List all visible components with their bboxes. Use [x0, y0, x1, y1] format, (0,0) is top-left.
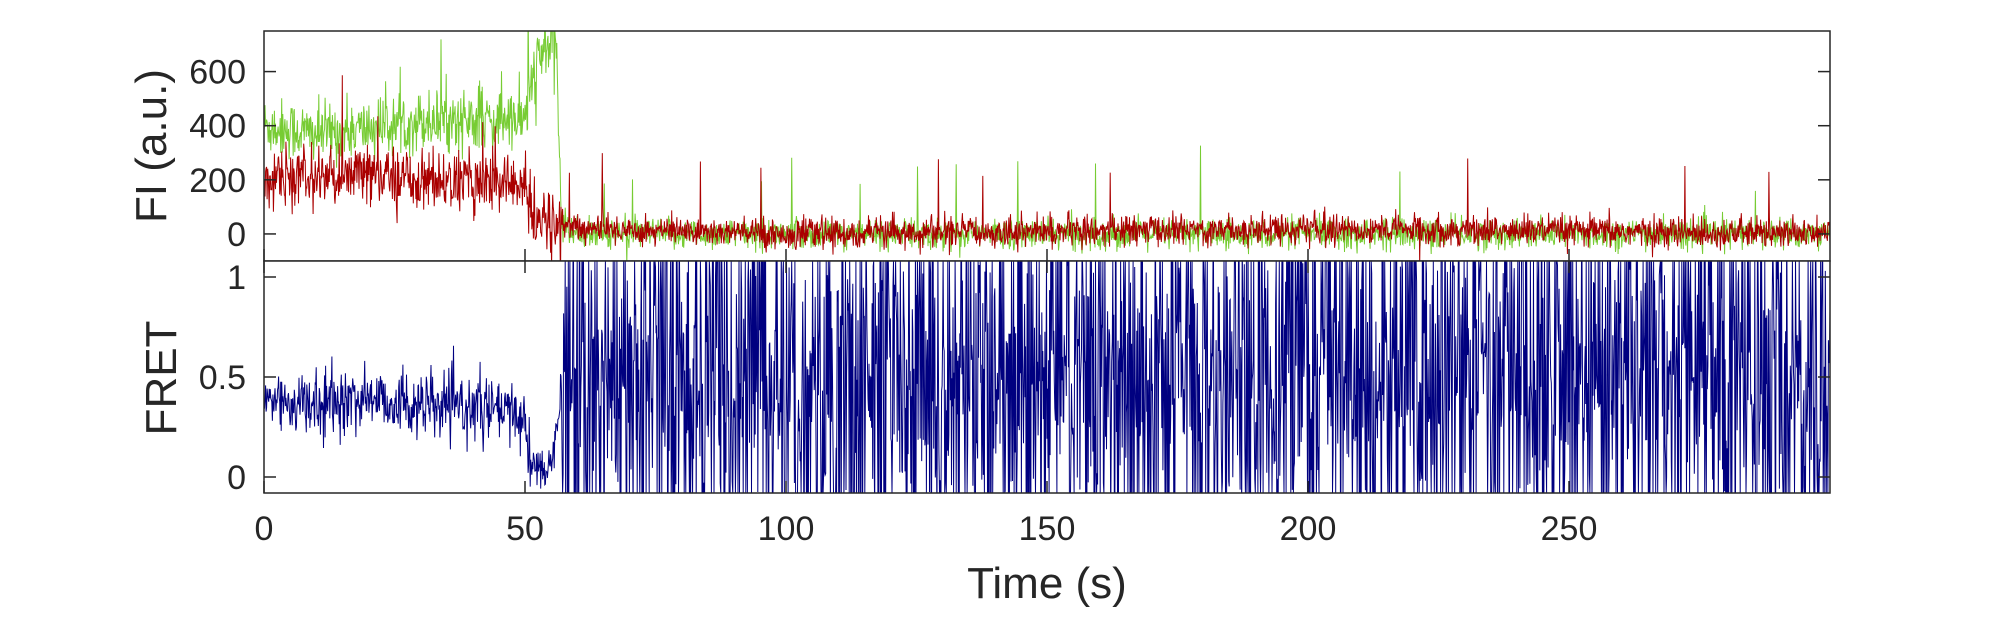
fluorescence-panel: 0 200 400 600 FI (a.u.)	[127, 30, 1831, 262]
time-x-tick-label: 200	[1280, 510, 1337, 548]
fret-y-axis-label: FRET	[137, 321, 186, 436]
fluorescence-y-tick-label: 200	[189, 162, 246, 200]
time-x-tick-label: 0	[255, 510, 274, 548]
time-x-ticks: 0 50 100 150 200 250	[255, 261, 1598, 548]
fret-y-tick-label: 0.5	[199, 359, 246, 397]
fret-y-tick-label: 1	[227, 259, 246, 297]
fret-series-group	[264, 261, 1830, 493]
fluorescence-y-ticks: 0 200 400 600	[189, 54, 1830, 261]
fret-y-tick-label: 0	[227, 459, 246, 497]
fret-panel: 00.51 0 50 100 150 200 250 FRET Time (s)	[137, 259, 1831, 608]
fluorescence-y-tick-label: 400	[189, 108, 246, 146]
fret-y-ticks: 00.51	[199, 259, 1830, 497]
fluorescence-y-axis-label: FI (a.u.)	[127, 69, 176, 223]
fluorescence-y-tick-label: 600	[189, 54, 246, 92]
fret-series-line-0	[264, 261, 1830, 493]
fluorescence-series-group	[264, 31, 1830, 261]
fluorescence-plot-area	[264, 31, 1830, 261]
fluorescence-y-tick-label: 0	[227, 216, 246, 254]
time-x-tick-label: 100	[758, 510, 815, 548]
time-x-tick-label: 250	[1541, 510, 1598, 548]
time-x-tick-label: 50	[506, 510, 544, 548]
fluorescence-series-line-1	[264, 75, 1830, 261]
time-x-axis-label: Time (s)	[967, 559, 1127, 608]
time-x-tick-label: 150	[1019, 510, 1076, 548]
